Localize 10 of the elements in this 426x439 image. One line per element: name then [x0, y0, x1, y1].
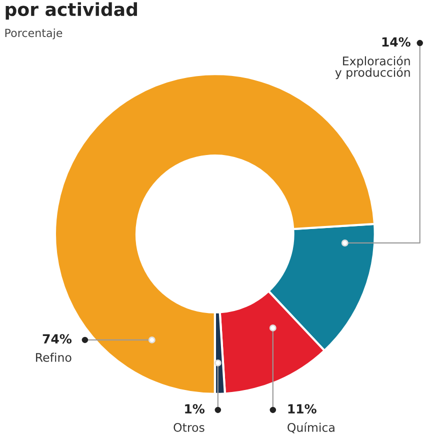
data-label: 14% — [382, 37, 410, 47]
slice-label: Exploración y producción — [335, 56, 410, 80]
chart-title: por actividad — [6, 2, 137, 20]
slice-label: Otros — [174, 422, 204, 432]
chart-subtitle: Porcentaje — [5, 28, 62, 40]
data-label: 74% — [42, 334, 72, 344]
slice-label: Refino — [36, 352, 72, 362]
data-label: 1% — [185, 404, 205, 414]
data-label: 11% — [288, 404, 316, 414]
slice-label: Química — [288, 422, 334, 434]
